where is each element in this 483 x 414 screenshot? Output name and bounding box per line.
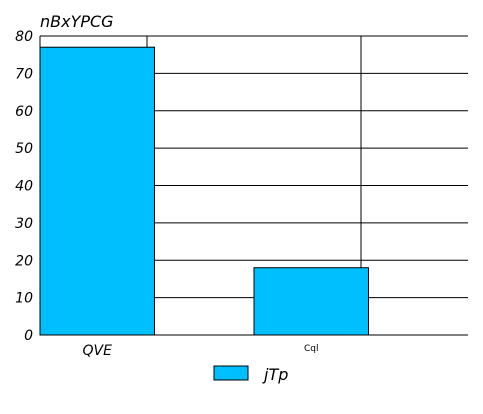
chart-title: nBxYPCG xyxy=(40,12,114,31)
legend-label: jTp xyxy=(262,365,288,384)
legend-swatch xyxy=(213,365,249,381)
bars xyxy=(39,46,369,336)
bar-qve xyxy=(39,46,155,336)
y-tick-label: 80 xyxy=(15,29,33,45)
y-tick-label: 10 xyxy=(15,291,33,307)
y-tick-label: 40 xyxy=(15,179,33,195)
y-tick-label: 20 xyxy=(15,253,33,269)
y-tick-label: 70 xyxy=(15,66,33,82)
x-tick-label: Cql xyxy=(304,344,319,354)
y-tick-label: 60 xyxy=(15,104,33,120)
y-tick-label: 50 xyxy=(15,141,33,157)
legend: jTp xyxy=(213,365,288,384)
bar-cql xyxy=(253,267,369,336)
y-tick-label: 0 xyxy=(24,328,33,344)
x-tick-label: QVE xyxy=(83,343,113,359)
axes: 0 10 20 30 40 50 60 70 80 QVE Cql xyxy=(15,29,468,359)
y-tick-label: 30 xyxy=(15,216,33,232)
